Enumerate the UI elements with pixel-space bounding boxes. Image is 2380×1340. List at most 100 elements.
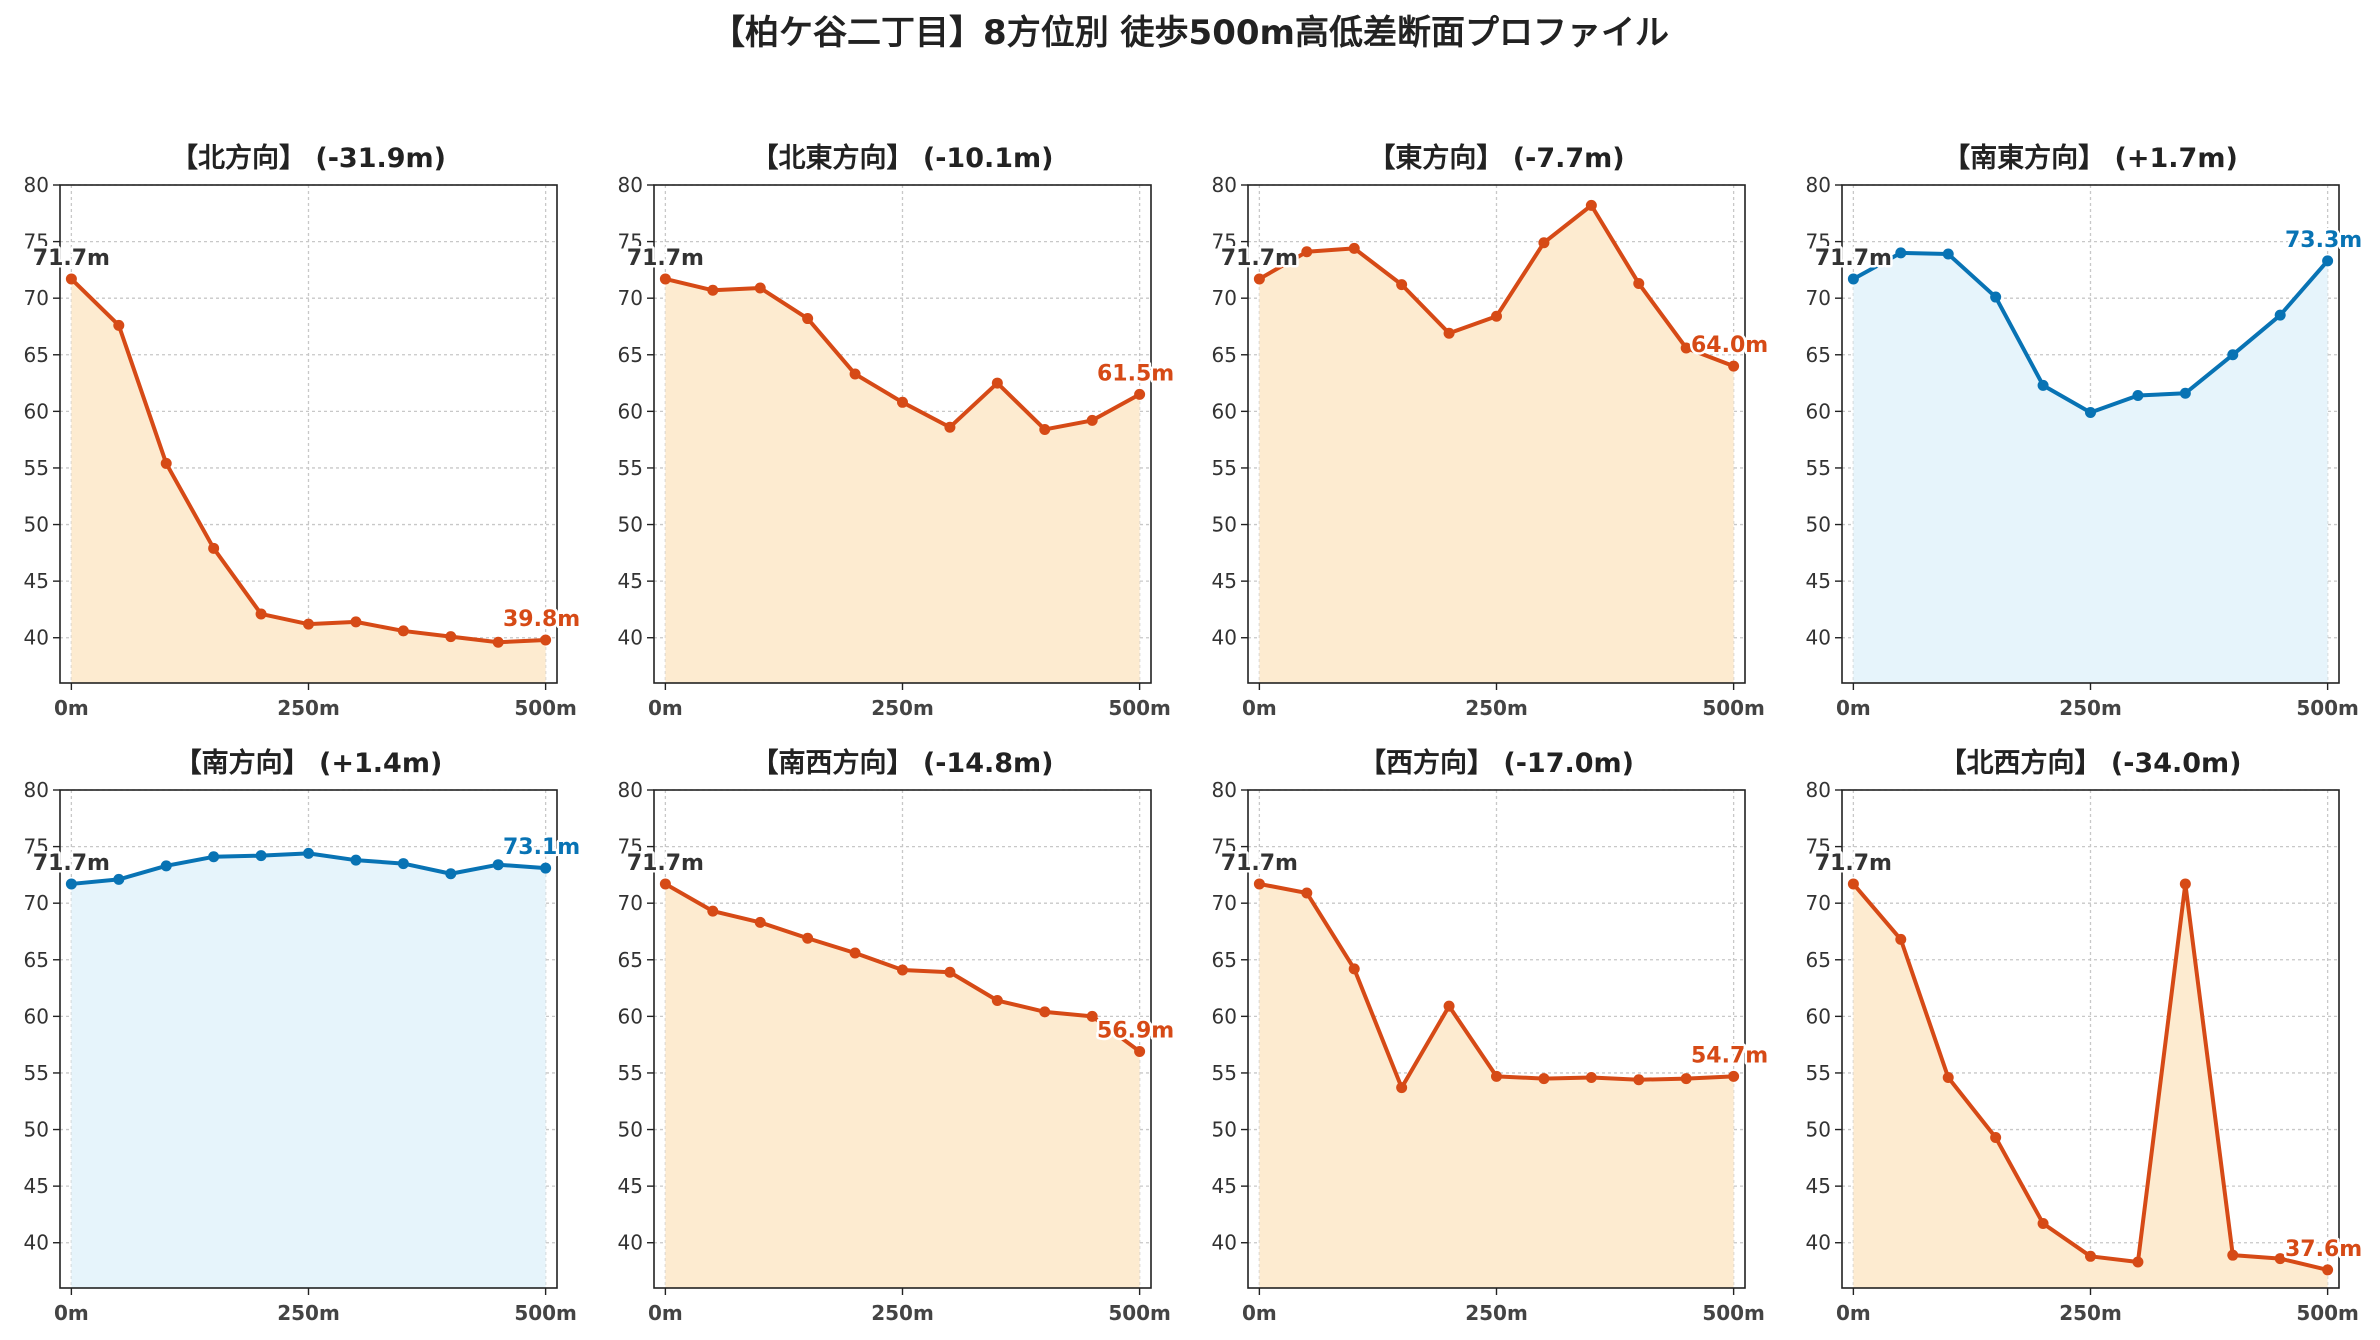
data-point <box>1301 887 1313 899</box>
data-point <box>397 858 409 870</box>
y-tick-label: 65 <box>1806 343 1831 367</box>
data-point <box>1491 310 1502 322</box>
data-point <box>303 618 314 630</box>
y-tick-label: 60 <box>618 1004 643 1028</box>
y-tick-label: 60 <box>1212 399 1237 423</box>
y-tick-label: 55 <box>1806 1061 1831 1085</box>
area-fill <box>1853 252 2328 683</box>
data-point <box>303 847 314 859</box>
y-tick-label: 50 <box>618 1118 643 1142</box>
y-tick-label: 50 <box>24 1118 49 1142</box>
x-tick-label: 500m <box>1108 1301 1171 1325</box>
y-tick-label: 40 <box>1212 626 1237 650</box>
data-point <box>2085 1250 2096 1262</box>
area-fill <box>1259 883 1734 1288</box>
y-tick-label: 75 <box>1212 835 1237 859</box>
y-tick-label: 50 <box>1212 513 1237 537</box>
x-tick-label: 250m <box>277 696 340 720</box>
data-point <box>2322 1264 2334 1276</box>
y-tick-label: 70 <box>618 891 643 915</box>
chart-panel-4: 【南東方向】 (+1.7m) 40 45 50 55 60 65 70 75 80 0m 250m 50… <box>1806 142 2365 720</box>
y-tick-label: 60 <box>618 399 643 423</box>
x-tick-label: 500m <box>514 1301 577 1325</box>
data-point <box>445 631 457 643</box>
y-tick-label: 65 <box>1212 948 1237 972</box>
y-tick-label: 50 <box>1212 1118 1237 1142</box>
y-tick-label: 70 <box>1212 891 1237 915</box>
data-point <box>802 932 814 944</box>
y-tick-label: 80 <box>1212 173 1237 197</box>
data-point <box>1538 237 1550 249</box>
data-point <box>1728 360 1740 372</box>
x-tick-label: 250m <box>2059 696 2122 720</box>
y-tick-label: 40 <box>1806 626 1831 650</box>
figure-title: 【柏ケ谷二丁目】8方位別 徒歩500m高低差断面プロファイル <box>711 13 1669 53</box>
x-tick-label: 250m <box>2059 1301 2122 1325</box>
data-point <box>160 860 172 872</box>
y-tick-label: 70 <box>24 891 49 915</box>
y-tick-label: 70 <box>618 286 643 310</box>
data-point <box>445 868 457 880</box>
panel-title: 【北東方向】 (-10.1m) <box>751 142 1053 174</box>
y-tick-label: 80 <box>24 173 49 197</box>
y-tick-label: 60 <box>1806 1004 1831 1028</box>
data-point <box>2227 1249 2239 1261</box>
x-tick-label: 250m <box>277 1301 340 1325</box>
data-point <box>160 457 172 469</box>
end-value-label: 73.3m <box>2285 228 2362 253</box>
y-tick-label: 40 <box>24 626 49 650</box>
data-point <box>255 608 267 620</box>
chart-panel-3: 【東方向】 (-7.7m) 40 45 50 55 60 65 70 75 80 0m 250m 500… <box>1212 142 1771 720</box>
y-tick-label: 80 <box>1806 173 1831 197</box>
y-tick-label: 45 <box>24 1174 49 1198</box>
x-tick-label: 500m <box>2296 1301 2359 1325</box>
y-tick-label: 55 <box>24 1061 49 1085</box>
data-point <box>944 966 956 978</box>
data-point <box>2132 390 2144 402</box>
chart-panel-8: 【北西方向】 (-34.0m) 40 45 50 55 60 65 70 75 80 0m 250m 5… <box>1806 747 2365 1325</box>
data-point <box>1895 247 1907 259</box>
data-point <box>707 905 719 917</box>
panel-title: 【西方向】 (-17.0m) <box>1359 747 1634 779</box>
data-point <box>802 313 814 325</box>
y-tick-label: 45 <box>1212 1174 1237 1198</box>
end-value-label: 61.5m <box>1097 361 1174 386</box>
x-tick-label: 500m <box>1108 696 1171 720</box>
y-tick-label: 80 <box>1212 778 1237 802</box>
y-tick-label: 60 <box>1806 399 1831 423</box>
y-tick-label: 45 <box>24 569 49 593</box>
area-fill <box>665 883 1140 1288</box>
y-tick-label: 80 <box>618 778 643 802</box>
data-point <box>991 377 1003 389</box>
data-point <box>2179 878 2191 890</box>
y-tick-label: 40 <box>618 1231 643 1255</box>
data-point <box>1253 273 1265 285</box>
x-tick-label: 500m <box>2296 696 2359 720</box>
y-tick-label: 70 <box>24 286 49 310</box>
y-tick-label: 45 <box>1212 569 1237 593</box>
area-fill <box>71 278 546 683</box>
data-point <box>1348 963 1360 975</box>
data-point <box>1990 1131 2002 1143</box>
y-tick-label: 55 <box>1806 456 1831 480</box>
data-point <box>255 850 267 862</box>
data-point <box>208 542 220 554</box>
y-tick-label: 40 <box>1212 1231 1237 1255</box>
x-tick-label: 250m <box>871 696 934 720</box>
data-point <box>944 421 956 433</box>
x-tick-label: 500m <box>1702 696 1765 720</box>
data-point <box>2179 387 2191 399</box>
panels-grid: 【北方向】 (-31.9m) 40 45 50 55 60 65 70 75 80 0m 250m 50… <box>24 142 2365 1325</box>
y-tick-label: 50 <box>1806 513 1831 537</box>
data-point <box>2274 1253 2286 1265</box>
end-value-label: 39.8m <box>503 607 580 632</box>
data-point <box>2322 255 2334 267</box>
y-tick-label: 55 <box>24 456 49 480</box>
x-tick-label: 0m <box>1242 696 1277 720</box>
panel-title: 【北西方向】 (-34.0m) <box>1939 747 2241 779</box>
y-tick-label: 65 <box>24 948 49 972</box>
data-point <box>1585 199 1597 211</box>
y-tick-label: 45 <box>618 569 643 593</box>
data-point <box>991 995 1003 1007</box>
data-point <box>1942 248 1954 260</box>
